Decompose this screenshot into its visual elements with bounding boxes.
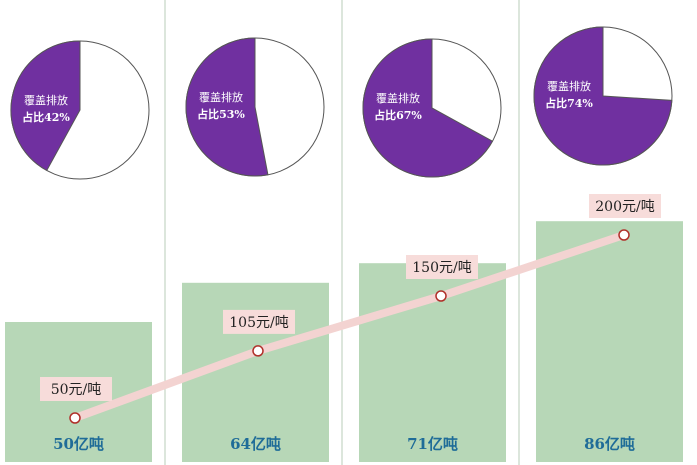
pie-value-label: 占比74%	[545, 96, 593, 110]
price-point	[618, 229, 630, 241]
pie-label: 覆盖排放	[199, 90, 243, 104]
price-label: 200元/吨	[595, 199, 654, 215]
pie-slice	[185, 37, 269, 177]
price-point	[252, 345, 264, 357]
pie-label: 覆盖排放	[547, 79, 591, 93]
pie-slice	[10, 40, 81, 172]
pie-value-label: 占比42%	[22, 110, 70, 124]
price-point	[435, 290, 447, 302]
pie-value-label: 占比67%	[374, 108, 422, 122]
price-label: 105元/吨	[229, 315, 288, 331]
bar-label: 86亿吨	[584, 435, 635, 453]
bar-label: 64亿吨	[230, 435, 281, 453]
price-label-box	[406, 255, 478, 279]
price-label-box	[589, 194, 661, 218]
pie-label: 覆盖排放	[24, 93, 68, 107]
pie-value-label: 占比53%	[197, 107, 245, 121]
price-label: 50元/吨	[51, 382, 102, 398]
pie-slice	[533, 26, 673, 166]
bar-label: 71亿吨	[407, 435, 458, 453]
price-line	[73, 231, 626, 422]
price-label-box	[40, 377, 112, 401]
price-point	[69, 412, 81, 424]
bar	[536, 221, 683, 462]
pie-label: 覆盖排放	[376, 91, 420, 105]
pie-slice	[362, 38, 494, 178]
bar	[359, 263, 506, 462]
price-label: 150元/吨	[412, 260, 471, 276]
price-label-box	[223, 309, 295, 334]
bar-label: 50亿吨	[53, 435, 104, 453]
